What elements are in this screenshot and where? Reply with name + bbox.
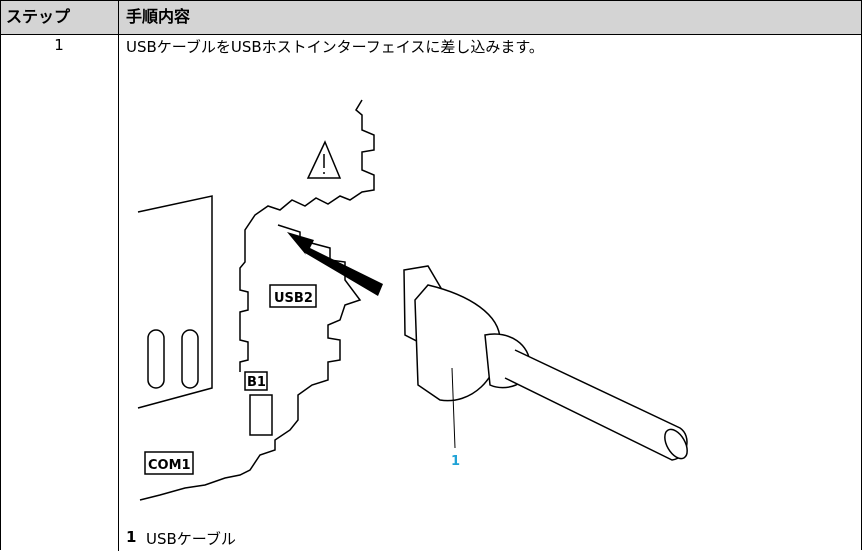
cable-end bbox=[664, 428, 688, 460]
column-divider bbox=[118, 0, 119, 551]
b1-tag bbox=[244, 371, 268, 391]
callout-line bbox=[451, 367, 456, 449]
panel-contour bbox=[139, 224, 362, 501]
port-b1 bbox=[249, 394, 273, 436]
legend-number: 1 bbox=[126, 528, 137, 546]
insert-arrow bbox=[287, 232, 383, 296]
callout-number: 1 bbox=[451, 454, 460, 469]
cable bbox=[504, 349, 688, 461]
com1-tag bbox=[144, 451, 194, 475]
slot bbox=[181, 329, 199, 389]
panel-outline bbox=[239, 99, 375, 372]
legend-text: USBケーブル bbox=[146, 530, 236, 548]
step-number: 1 bbox=[54, 36, 64, 54]
label-usb2: USB2 bbox=[274, 291, 313, 306]
screen-edge bbox=[137, 195, 213, 409]
usb2-tag bbox=[269, 284, 317, 308]
slot bbox=[147, 329, 165, 389]
header-step: ステップ bbox=[6, 0, 71, 34]
header-instruction: 手順内容 bbox=[126, 0, 191, 34]
row-divider bbox=[0, 34, 862, 35]
label-b1: B1 bbox=[247, 375, 266, 390]
warning-triangle bbox=[306, 140, 342, 179]
instruction-text: USBケーブルをUSBホストインターフェイスに差し込みます。 bbox=[126, 38, 544, 56]
label-com1: COM1 bbox=[148, 458, 191, 473]
